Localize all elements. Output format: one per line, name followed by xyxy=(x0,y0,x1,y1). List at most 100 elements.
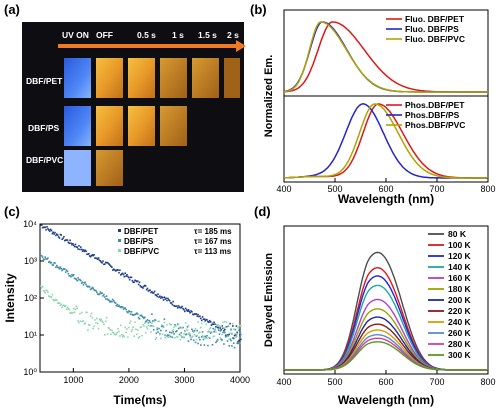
c-point xyxy=(69,275,71,277)
c-point xyxy=(184,307,187,310)
c-point xyxy=(151,322,153,324)
c-point xyxy=(90,288,93,290)
c-point xyxy=(70,242,72,244)
c-point xyxy=(55,298,57,301)
c-point xyxy=(150,331,152,333)
c-point xyxy=(184,333,187,336)
c-point xyxy=(64,239,67,241)
c-point xyxy=(88,285,90,288)
c-series-0 xyxy=(40,224,242,343)
c-point xyxy=(168,334,170,337)
c-point xyxy=(51,232,54,235)
c-point xyxy=(54,299,56,302)
c-point xyxy=(115,333,118,336)
c-point xyxy=(169,323,172,326)
c-point xyxy=(72,274,75,276)
c-point xyxy=(43,258,46,261)
c-point xyxy=(184,322,187,324)
c-point xyxy=(105,261,108,264)
c-point xyxy=(71,243,73,246)
c-point xyxy=(55,234,57,237)
c-point xyxy=(112,269,114,271)
c-point xyxy=(104,296,106,298)
c-point xyxy=(234,333,237,336)
c-point xyxy=(67,273,70,275)
c-point xyxy=(80,282,83,284)
c-point xyxy=(73,311,76,314)
c-legend-name-0: DBF/PET xyxy=(124,227,158,236)
c-point xyxy=(170,332,173,334)
c-point xyxy=(167,334,169,336)
c-point xyxy=(151,290,153,293)
c-point xyxy=(201,316,204,318)
c-point xyxy=(204,335,206,338)
c-point xyxy=(80,320,82,323)
c-point xyxy=(216,324,218,326)
c-point xyxy=(113,268,116,271)
c-point xyxy=(43,226,46,228)
c-point xyxy=(172,331,174,333)
c-point xyxy=(158,296,160,298)
c-point xyxy=(63,267,65,270)
c-point xyxy=(72,311,74,314)
c-point xyxy=(236,331,238,334)
photo-pet-0-5s xyxy=(128,58,155,98)
c-point xyxy=(240,338,242,341)
c-point xyxy=(100,318,102,321)
c-legend-marker-1 xyxy=(118,239,121,242)
c-point xyxy=(182,307,184,310)
c-point xyxy=(72,243,74,245)
c-point xyxy=(200,319,203,322)
c-point xyxy=(137,337,140,339)
c-point xyxy=(141,286,143,288)
c-point xyxy=(118,304,120,307)
c-point xyxy=(207,331,209,333)
c-point xyxy=(95,257,97,259)
c-point xyxy=(163,296,166,298)
c-point xyxy=(219,327,222,329)
c-point xyxy=(154,319,157,321)
c-point xyxy=(199,331,201,333)
c-point xyxy=(217,324,220,326)
c-point xyxy=(132,281,134,283)
timeline-label-1s: 1 s xyxy=(172,30,184,40)
c-point xyxy=(218,326,221,328)
c-point xyxy=(230,328,232,330)
c-point xyxy=(88,255,91,257)
c-point xyxy=(172,328,174,331)
c-point xyxy=(120,306,123,308)
c-point xyxy=(197,321,199,323)
c-point xyxy=(169,302,172,304)
photo-ps-1s xyxy=(160,106,187,146)
c-point xyxy=(88,324,91,326)
c-point xyxy=(60,234,62,236)
c-point xyxy=(237,340,239,343)
c-point xyxy=(117,327,119,330)
c-point xyxy=(223,327,225,329)
c-point xyxy=(72,307,75,310)
c-point xyxy=(61,306,63,308)
c-point xyxy=(132,326,134,328)
c-point xyxy=(59,233,62,236)
c-point xyxy=(149,321,151,323)
photo-pvc-off xyxy=(96,150,123,186)
c-point xyxy=(87,253,89,256)
c-point xyxy=(100,261,102,263)
c-point xyxy=(193,329,196,332)
c-point xyxy=(138,281,141,284)
c-point xyxy=(214,329,216,331)
c-point xyxy=(60,303,62,306)
c-point xyxy=(120,306,122,309)
c-point xyxy=(187,324,190,327)
photo-pvc-uv-on xyxy=(64,150,91,186)
c-point xyxy=(222,321,224,324)
c-point xyxy=(95,289,97,292)
c-point xyxy=(140,286,142,288)
c-point xyxy=(224,331,226,334)
c-point xyxy=(171,336,174,339)
c-point xyxy=(188,333,190,335)
c-point xyxy=(126,310,128,313)
c-point xyxy=(221,333,223,336)
c-point xyxy=(82,284,85,286)
c-point xyxy=(188,332,190,334)
